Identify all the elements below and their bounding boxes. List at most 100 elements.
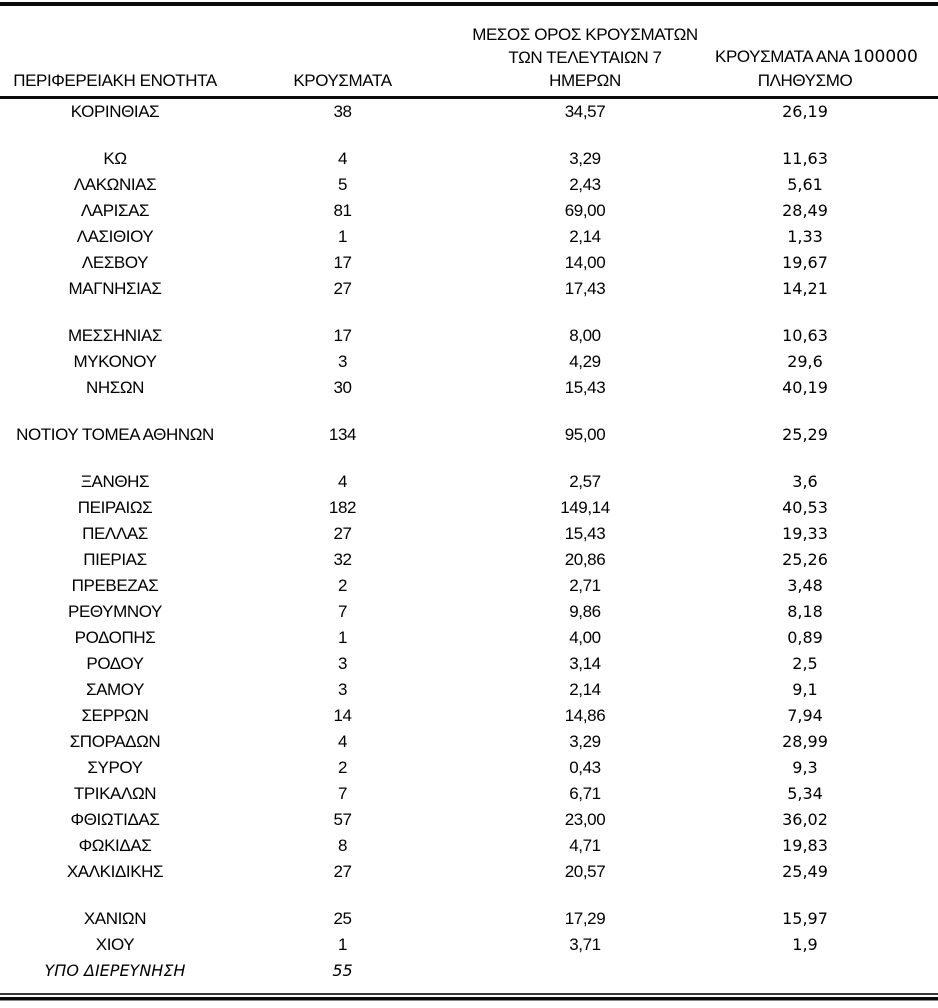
table-row: ΠΕΛΛΑΣ 27 15,43 19,33 <box>0 521 938 547</box>
row-spacer <box>0 885 938 906</box>
cases-cell: 4 <box>337 732 348 751</box>
bottom-rule-gap <box>0 995 938 997</box>
per100k-cell: 14,21 <box>782 279 828 298</box>
avg7-cell: 4,29 <box>569 352 601 371</box>
avg7-cell: 95,00 <box>564 425 606 444</box>
region-cell: ΡΟΔΟΠΗΣ <box>74 628 156 647</box>
region-cell: ΝΗΣΩΝ <box>85 378 145 397</box>
cases-cell: 2 <box>337 758 348 777</box>
cases-cell: 1 <box>337 628 348 647</box>
cases-cell: 1 <box>337 227 348 246</box>
per100k-cell: 19,33 <box>782 524 828 543</box>
header-avg7-line3: ΗΜΕΡΩΝ <box>549 71 621 90</box>
cases-cell: 3 <box>337 352 348 371</box>
avg7-cell: 3,71 <box>569 935 601 954</box>
region-cell: ΝΟΤΙΟΥ ΤΟΜΕΑ ΑΘΗΝΩΝ <box>16 425 214 444</box>
table-bottom-rule <box>0 993 938 1001</box>
cases-cell: 17 <box>333 326 352 345</box>
header-avg7-line2: ΤΩΝ ΤΕΛΕΥΤΑΙΩΝ 7 <box>508 48 662 67</box>
per100k-cell: 19,83 <box>782 836 828 855</box>
cases-cell: 4 <box>337 472 348 491</box>
per100k-cell: 26,19 <box>782 102 828 121</box>
avg7-cell: 9,86 <box>569 602 601 621</box>
avg7-cell: 17,43 <box>564 279 606 298</box>
per100k-cell: 1,9 <box>792 935 818 954</box>
region-cell: ΠΙΕΡΙΑΣ <box>83 550 147 569</box>
avg7-cell: 20,57 <box>564 862 606 881</box>
table-row: ΜΕΣΣΗΝΙΑΣ 17 8,00 10,63 <box>0 323 938 349</box>
avg7-cell: 34,57 <box>564 102 606 121</box>
per100k-cell: 8,18 <box>787 602 823 621</box>
avg7-cell: 8,00 <box>569 326 601 345</box>
header-per100k-line2: ΠΛΗΘΥΣΜΟ <box>757 71 853 90</box>
per100k-cell: 7,94 <box>787 706 823 725</box>
table-row: ΡΕΘΥΜΝΟΥ 7 9,86 8,18 <box>0 599 938 625</box>
region-cell: ΡΕΘΥΜΝΟΥ <box>68 602 162 621</box>
avg7-cell: 4,00 <box>569 628 601 647</box>
cases-cell: 182 <box>328 498 357 517</box>
per100k-cell: 11,63 <box>782 149 828 168</box>
table-row: ΧΑΝΙΩΝ 25 17,29 15,97 <box>0 906 938 932</box>
region-cell: ΜΥΚΟΝΟΥ <box>73 352 157 371</box>
region-cell: ΤΡΙΚΑΛΩΝ <box>73 784 157 803</box>
avg7-cell: 2,57 <box>569 472 601 491</box>
table-row: ΦΘΙΩΤΙΔΑΣ 57 23,00 36,02 <box>0 807 938 833</box>
per100k-cell: 19,67 <box>782 253 828 272</box>
header-per100k-label: ΚΡΟΥΣΜΑΤΑ ΑΝΑ <box>715 47 853 66</box>
table-row: ΝΟΤΙΟΥ ΤΟΜΕΑ ΑΘΗΝΩΝ 134 95,00 25,29 <box>0 422 938 448</box>
table-row: ΜΑΓΝΗΣΙΑΣ 27 17,43 14,21 <box>0 276 938 302</box>
avg7-cell: 15,43 <box>564 524 606 543</box>
avg7-cell: 0,43 <box>569 758 601 777</box>
cases-cell: 27 <box>333 862 352 881</box>
per100k-cell: 1,33 <box>787 227 823 246</box>
region-cell: ΠΡΕΒΕΖΑΣ <box>71 576 159 595</box>
avg7-cell: 3,29 <box>569 732 601 751</box>
avg7-cell: 2,71 <box>569 576 601 595</box>
cases-cell: 81 <box>333 201 352 220</box>
table-row: ΛΑΚΩΝΙΑΣ 5 2,43 5,61 <box>0 172 938 198</box>
header-region: ΠΕΡΙΦΕΡΕΙΑΚΗ ΕΝΟΤΗΤΑ <box>0 69 230 96</box>
cases-cell: 7 <box>337 602 348 621</box>
avg7-cell: 3,29 <box>569 149 601 168</box>
region-cell: ΛΕΣΒΟΥ <box>81 253 149 272</box>
bottom-rule-shadow <box>0 1000 938 1001</box>
table-row: ΠΕΙΡΑΙΩΣ 182 149,14 40,53 <box>0 495 938 521</box>
cases-cell: 17 <box>333 253 352 272</box>
table-row: ΦΩΚΙΔΑΣ 8 4,71 19,83 <box>0 833 938 859</box>
avg7-cell: 23,00 <box>564 810 606 829</box>
bottom-rule-line-2 <box>0 997 938 1000</box>
per100k-cell: 25,29 <box>782 425 828 444</box>
cases-cell: 38 <box>333 102 352 121</box>
avg7-cell: 2,14 <box>569 680 601 699</box>
region-cell: ΧΑΛΚΙΔΙΚΗΣ <box>66 862 164 881</box>
header-cases: ΚΡΟΥΣΜΑΤΑ <box>230 69 455 96</box>
region-cell: ΦΘΙΩΤΙΔΑΣ <box>70 810 160 829</box>
table-row: ΚΩ 4 3,29 11,63 <box>0 146 938 172</box>
header-per100k-line1: ΚΡΟΥΣΜΑΤΑ ΑΝΑ 100000 <box>715 45 918 69</box>
region-cell: ΥΠΟ ΔΙΕΡΕΥΝΗΣΗ <box>44 961 186 980</box>
per100k-cell: 5,34 <box>787 784 823 803</box>
table-top-rule <box>0 2 938 6</box>
cases-cell: 27 <box>333 279 352 298</box>
header-per100k: ΚΡΟΥΣΜΑΤΑ ΑΝΑ 100000 ΠΛΗΘΥΣΜΟ <box>715 45 918 96</box>
per100k-cell: 5,61 <box>787 175 823 194</box>
per100k-cell: 15,97 <box>782 909 828 928</box>
cases-cell: 4 <box>337 149 348 168</box>
header-per100k-number: 100000 <box>852 47 918 67</box>
per100k-cell: 40,53 <box>782 498 828 517</box>
header-avg7-line1: ΜΕΣΟΣ ΟΡΟΣ ΚΡΟΥΣΜΑΤΩΝ <box>472 25 698 44</box>
per100k-cell: 25,26 <box>782 550 828 569</box>
table-row: ΛΕΣΒΟΥ 17 14,00 19,67 <box>0 250 938 276</box>
cases-cell: 5 <box>337 175 348 194</box>
region-cell: ΦΩΚΙΔΑΣ <box>78 836 152 855</box>
table-row: ΚΟΡΙΝΘΙΑΣ 38 34,57 26,19 <box>0 99 938 125</box>
per100k-cell: 3,6 <box>792 472 818 491</box>
bottom-rule-line-1 <box>0 993 938 995</box>
table-row: ΡΟΔΟΠΗΣ 1 4,00 0,89 <box>0 625 938 651</box>
region-cell: ΧΑΝΙΩΝ <box>83 909 147 928</box>
cases-cell: 30 <box>333 378 352 397</box>
region-cell: ΜΑΓΝΗΣΙΑΣ <box>68 279 162 298</box>
cases-cell: 32 <box>333 550 352 569</box>
table-row: ΧΑΛΚΙΔΙΚΗΣ 27 20,57 25,49 <box>0 859 938 885</box>
